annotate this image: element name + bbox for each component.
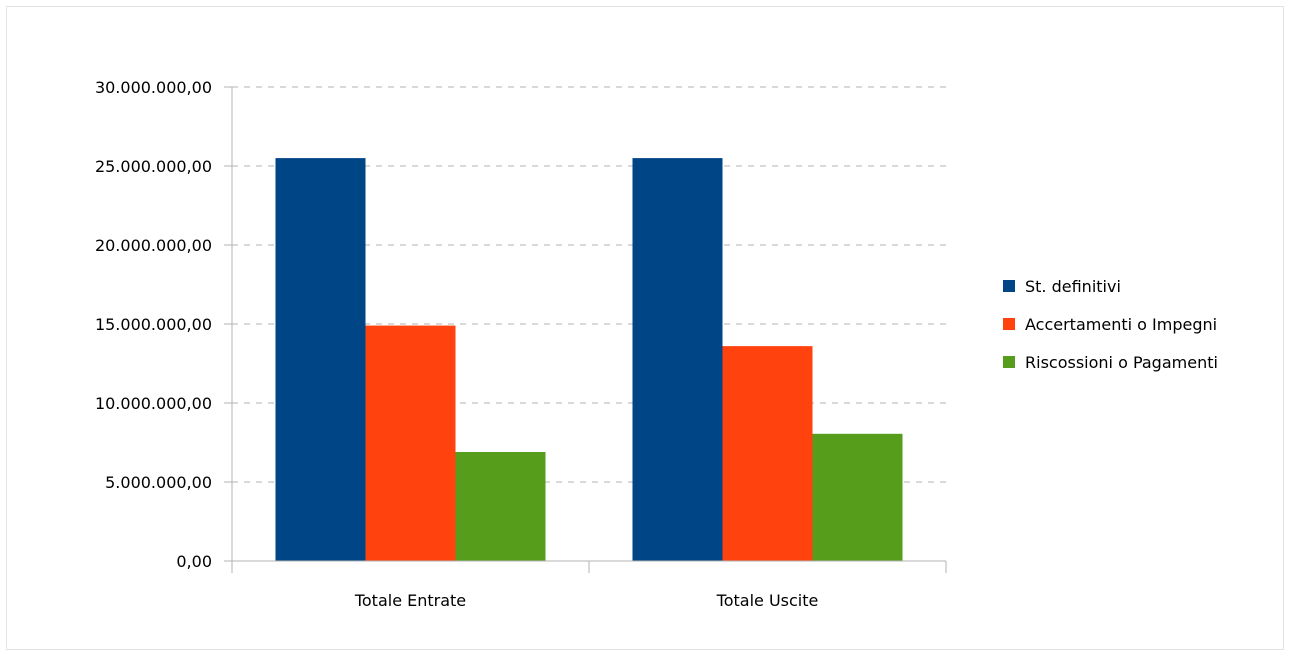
legend-label: Riscossioni o Pagamenti <box>1025 353 1218 372</box>
legend-swatch <box>1003 356 1015 368</box>
y-tick-label: 20.000.000,00 <box>95 236 212 255</box>
axes <box>224 86 947 573</box>
y-tick-label: 0,00 <box>176 552 212 571</box>
x-tick-label: Totale Entrate <box>354 591 466 610</box>
bar-riscossioni-o-pagamenti-0 <box>455 451 546 561</box>
bar-st-definitivi-1 <box>632 158 723 561</box>
legend: St. definitivi Accertamenti o Impegni Risc… <box>1003 277 1218 372</box>
y-tick-label: 15.000.000,00 <box>95 315 212 334</box>
y-tick-labels: 0,00 5.000.000,00 10.000.000,00 15.000.000,… <box>95 78 212 571</box>
y-tick-label: 25.000.000,00 <box>95 157 212 176</box>
bar-st-definitivi-0 <box>275 158 366 561</box>
legend-swatch <box>1003 280 1015 292</box>
legend-swatch <box>1003 318 1015 330</box>
legend-label: St. definitivi <box>1025 277 1121 296</box>
bar-accertamenti-o-impegni-1 <box>722 346 813 561</box>
x-tick-labels: Totale Entrate Totale Uscite <box>354 591 819 610</box>
bar-riscossioni-o-pagamenti-1 <box>812 433 903 561</box>
y-tick-label: 30.000.000,00 <box>95 78 212 97</box>
y-tick-label: 5.000.000,00 <box>105 473 212 492</box>
bars <box>275 158 903 561</box>
y-tick-label: 10.000.000,00 <box>95 394 212 413</box>
x-tick-label: Totale Uscite <box>716 591 819 610</box>
legend-label: Accertamenti o Impegni <box>1025 315 1217 334</box>
bar-accertamenti-o-impegni-0 <box>365 325 456 561</box>
